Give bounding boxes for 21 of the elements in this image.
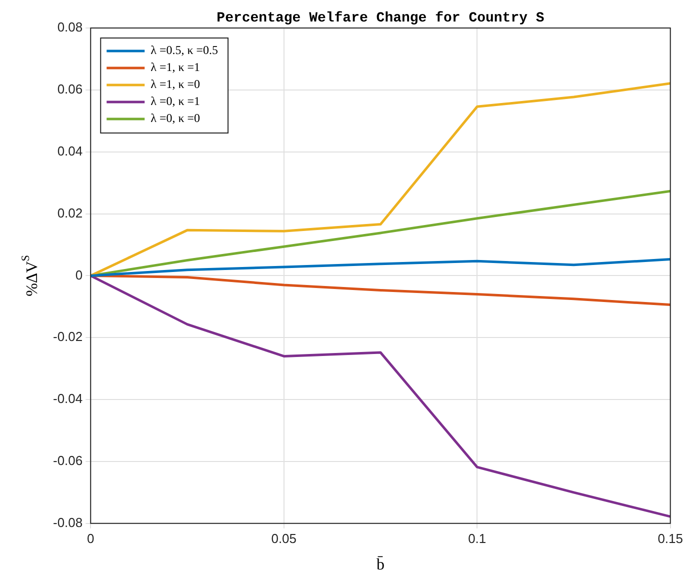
y-tick-label: -0.02 [52,329,83,344]
x-tick-label: 0.15 [658,530,684,546]
legend-label: λ =0, κ =1 [150,94,200,108]
y-tick-label: -0.06 [52,453,83,468]
y-tick-label: 0.08 [57,20,83,35]
y-tick-label: 0.02 [57,205,83,220]
y-tick-label: 0.04 [57,143,83,158]
legend-label: λ =0, κ =0 [150,111,200,126]
x-tick-label: 0.05 [271,530,297,546]
y-axis-title: %ΔVS [20,254,41,296]
legend-label: λ =1, κ =1 [150,60,200,74]
x-tick-label: 0 [87,530,94,546]
chart-title: Percentage Welfare Change for Country S [216,10,544,27]
y-tick-label: -0.08 [52,514,83,530]
y-tick-label: 0 [75,267,83,282]
legend-label: λ =0.5, κ =0.5 [150,43,218,58]
x-tick-label: 0.1 [468,530,486,546]
y-tick-label: 0.06 [57,82,83,97]
x-axis-title: b̄ [376,556,384,574]
y-tick-label: -0.04 [52,391,83,406]
legend-label: λ =1, κ =0 [150,77,200,92]
